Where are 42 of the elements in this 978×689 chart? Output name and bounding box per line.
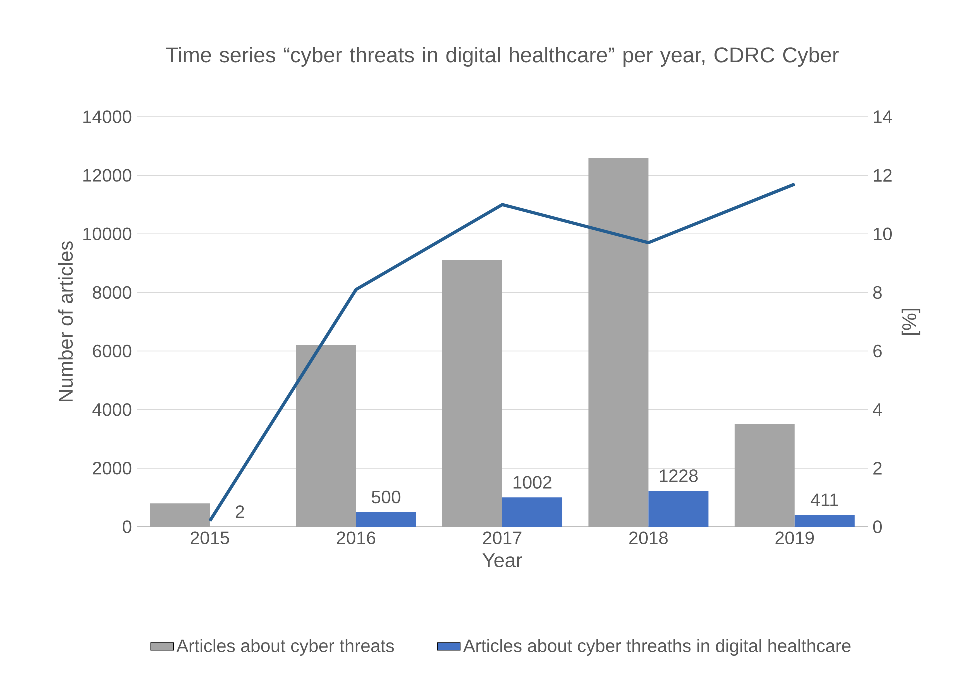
y2-axis-title: [%] (902, 308, 921, 336)
y2-tick-label: 8 (873, 286, 882, 300)
y-tick-label: 4000 (92, 403, 132, 416)
bar (502, 498, 563, 527)
y-axis-title: Number of articles (58, 242, 74, 402)
y-tick-label: 0 (122, 520, 132, 534)
y-tick-label: 6000 (93, 344, 132, 358)
data-label: 2 (236, 506, 244, 518)
data-label: 411 (810, 494, 838, 506)
y2-tick-label: 10 (874, 228, 892, 240)
line-series (208, 182, 797, 523)
bar (356, 512, 416, 527)
bar (734, 424, 795, 527)
x-tick-label: 2016 (337, 532, 376, 544)
y2-tick-label: 2 (874, 462, 882, 475)
x-tick-label: 2019 (776, 532, 814, 544)
y-tick-label: 2000 (93, 462, 132, 475)
bar (442, 260, 502, 527)
y2-tick-label: 14 (874, 110, 892, 124)
bar (794, 514, 855, 527)
y2-tick-label: 6 (874, 344, 882, 358)
x-tick-label: 2017 (483, 532, 522, 544)
y-tick-label: 8000 (93, 286, 132, 300)
x-tick-label: 2018 (630, 532, 668, 544)
y-tick-label: 10000 (84, 228, 132, 241)
data-label: 1228 (660, 470, 698, 482)
data-label: 500 (372, 490, 401, 504)
x-tick-label: 2015 (190, 532, 230, 544)
y2-tick-label: 4 (873, 404, 882, 416)
legend-label: Articles about cyber threaths in digital healthcare (463, 639, 851, 656)
data-label: 1002 (514, 476, 552, 489)
chart-title: Time series “cyber threats in digital healthcare” per year, CDRC Cyber (166, 47, 839, 67)
y2-tick-label: 0 (873, 520, 882, 534)
y-tick-label: 14000 (84, 110, 132, 124)
bar (150, 504, 210, 527)
bar (588, 158, 649, 527)
y-tick-label: 12000 (84, 169, 132, 182)
y2-tick-label: 12 (874, 169, 892, 182)
bar (648, 491, 709, 527)
legend-label: Articles about cyber threats (176, 639, 394, 656)
bar (296, 345, 356, 527)
x-axis-title: Year (482, 554, 522, 568)
